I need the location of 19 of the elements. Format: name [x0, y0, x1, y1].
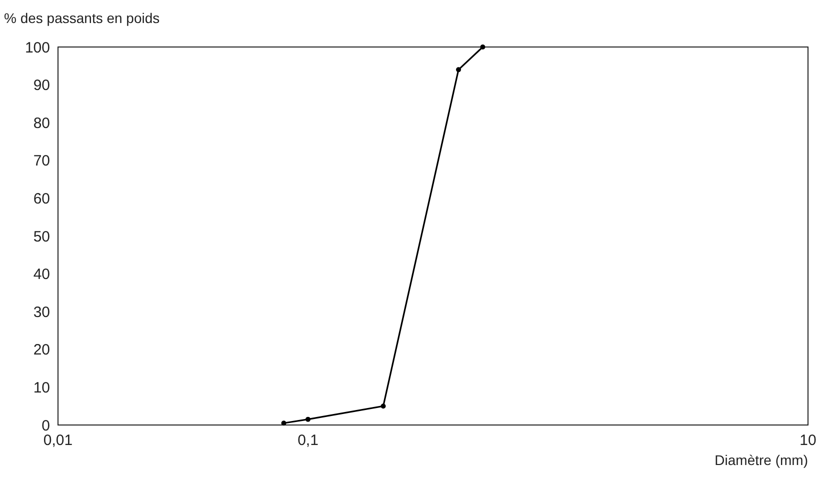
point — [380, 404, 386, 409]
x-axis-title: Diamètre (mm) — [714, 452, 808, 468]
y-tick-label: 10 — [33, 379, 50, 396]
y-tick-label: 50 — [33, 228, 50, 246]
y-tick-label: 30 — [33, 304, 50, 321]
y-axis-title: % des passants en poids — [4, 10, 160, 26]
x-tick-label: 0,01 — [43, 432, 73, 449]
y-tick-label: 90 — [33, 77, 50, 94]
y-tick-label: 80 — [33, 114, 50, 132]
x-tick-label: 0,1 — [298, 432, 318, 449]
y-tick-label: 40 — [33, 266, 50, 284]
point — [480, 44, 486, 50]
y-tick-label: 60 — [33, 190, 50, 208]
x-tick-label: 10 — [800, 432, 816, 449]
y-tick-label: 20 — [33, 342, 50, 359]
y-tick-label: 0 — [42, 417, 50, 434]
y-tick-label: 70 — [33, 152, 50, 170]
y-tick-label: 100 — [24, 39, 50, 56]
point — [281, 420, 286, 426]
